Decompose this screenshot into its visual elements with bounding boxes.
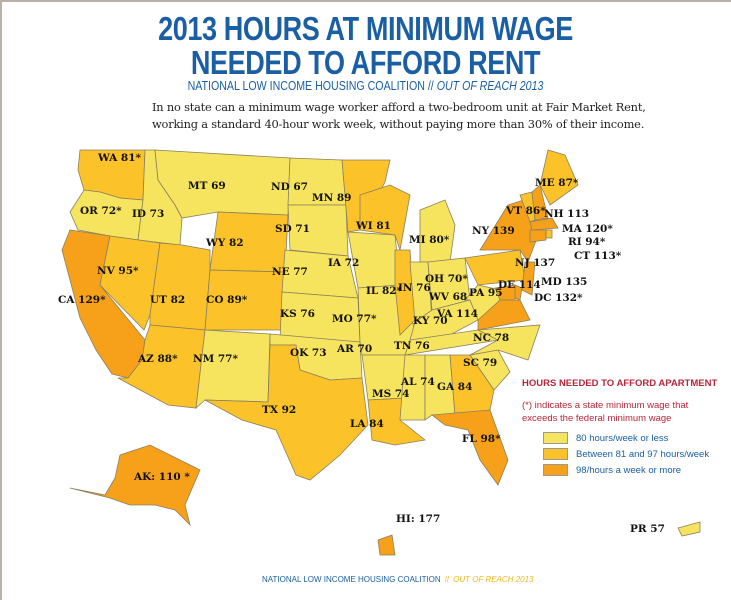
state-nh bbox=[531, 184, 549, 221]
legend-item-mid: Between 81 and 97 hours/week bbox=[543, 448, 709, 460]
state-label-az: AZ 88* bbox=[137, 353, 178, 365]
state-label-ok: OK 73 bbox=[290, 347, 327, 359]
state-pr bbox=[677, 521, 701, 537]
state-label-co: CO 89* bbox=[206, 294, 248, 306]
state-label-nj: NJ 137 bbox=[515, 257, 555, 269]
footer-org: NATIONAL LOW INCOME HOUSING COALITION bbox=[262, 575, 441, 584]
state-nj bbox=[521, 261, 536, 296]
legend-swatch-low bbox=[543, 432, 568, 444]
subtitle-publication: OUT OF REACH 2013 bbox=[436, 79, 544, 93]
state-label-ny: NY 139 bbox=[472, 225, 515, 237]
state-label-tn: TN 76 bbox=[394, 340, 430, 352]
state-ma bbox=[529, 217, 559, 231]
state-label-nm: NM 77* bbox=[193, 353, 238, 365]
state-label-me: ME 87* bbox=[535, 177, 579, 189]
state-tx bbox=[204, 344, 369, 481]
state-label-pr: PR 57 bbox=[630, 523, 665, 535]
state-label-sc: SC 79 bbox=[463, 357, 497, 369]
state-me bbox=[539, 149, 579, 206]
state-label-vt: VT 86* bbox=[505, 205, 546, 217]
state-ri bbox=[545, 229, 553, 239]
legend-note: (*) indicates a state minimum wage that … bbox=[522, 400, 689, 424]
intro-line-1: In no state can a minimum wage worker af… bbox=[152, 100, 646, 114]
state-label-mt: MT 69 bbox=[188, 180, 226, 192]
state-label-ma: MA 120* bbox=[562, 223, 613, 235]
page-title-line1: 2013 HOURS AT MINIMUM WAGE bbox=[158, 10, 573, 47]
state-label-ak: AK: 110 * bbox=[133, 471, 190, 483]
state-label-va: VA 114 bbox=[436, 308, 478, 320]
state-label-wa: WA 81* bbox=[97, 152, 142, 164]
state-label-la: LA 84 bbox=[350, 418, 384, 430]
legend-label-mid: Between 81 and 97 hours/week bbox=[576, 448, 710, 460]
state-label-nh: NH 113 bbox=[544, 208, 589, 220]
footer-separator: // bbox=[444, 575, 450, 584]
legend-title: HOURS NEEDED TO AFFORD APARTMENT bbox=[522, 378, 718, 389]
legend-label-high: 98/hours a week or more bbox=[576, 464, 682, 476]
state-il bbox=[394, 249, 416, 336]
state-label-ky: KY 70 bbox=[413, 315, 448, 327]
subtitle-org: NATIONAL LOW INCOME HOUSING COALITION // bbox=[187, 79, 434, 93]
subtitle: NATIONAL LOW INCOME HOUSING COALITION //… bbox=[55, 79, 676, 93]
legend-label-low: 80 hours/week or less bbox=[576, 432, 669, 444]
state-label-ut: UT 82 bbox=[150, 294, 185, 306]
state-label-ri: RI 94* bbox=[568, 236, 606, 248]
state-label-md: MD 135 bbox=[541, 276, 587, 288]
page-title-line2: NEEDED TO AFFORD RENT bbox=[190, 44, 541, 81]
intro-text: In no state can a minimum wage worker af… bbox=[152, 99, 712, 133]
state-md bbox=[494, 284, 516, 301]
state-label-in: IN 76 bbox=[398, 282, 431, 294]
legend-swatch-high bbox=[543, 464, 568, 476]
state-label-oh: OH 70* bbox=[425, 273, 468, 285]
state-label-nc: NC 78 bbox=[473, 332, 509, 344]
state-fl bbox=[430, 409, 509, 486]
legend-item-low: 80 hours/week or less bbox=[543, 432, 668, 444]
state-label-mi: MI 80* bbox=[409, 234, 450, 246]
legend-swatch-mid bbox=[543, 448, 568, 460]
state-label-hi: HI: 177 bbox=[396, 513, 440, 525]
state-ak bbox=[69, 444, 201, 527]
state-ut bbox=[149, 242, 211, 331]
state-label-ia: IA 72 bbox=[328, 257, 359, 269]
footer-credit: NATIONAL LOW INCOME HOUSING COALITION//O… bbox=[262, 575, 533, 584]
intro-line-2: working a standard 40-hour work week, wi… bbox=[152, 117, 645, 131]
state-label-ne: NE 77 bbox=[272, 266, 308, 278]
state-label-pa: PA 95 bbox=[469, 287, 503, 299]
state-label-il: IL 82* bbox=[366, 285, 403, 297]
state-label-de: DE 114 bbox=[498, 279, 541, 291]
state-label-id: ID 73 bbox=[132, 208, 164, 220]
state-label-wv: WV 68 bbox=[428, 291, 467, 303]
state-label-ct: CT 113* bbox=[574, 250, 622, 262]
state-hi bbox=[377, 534, 396, 556]
state-label-mo: MO 77* bbox=[332, 313, 377, 325]
state-nv bbox=[99, 235, 161, 331]
legend-item-high: 98/hours a week or more bbox=[543, 464, 681, 476]
state-label-wi: WI 81 bbox=[355, 220, 391, 232]
state-label-or: OR 72* bbox=[80, 205, 122, 217]
state-label-ks: KS 76 bbox=[280, 308, 315, 320]
state-label-wy: WY 82 bbox=[205, 237, 244, 249]
state-mi bbox=[419, 199, 456, 263]
state-label-ar: AR 70 bbox=[336, 343, 372, 355]
state-label-sd: SD 71 bbox=[275, 223, 310, 235]
state-label-ca: CA 129* bbox=[58, 294, 106, 306]
state-label-ga: GA 84 bbox=[437, 381, 472, 393]
state-label-nv: NV 95* bbox=[97, 265, 139, 277]
state-label-dc: DC 132* bbox=[534, 292, 583, 304]
state-label-mn: MN 89 bbox=[312, 192, 352, 204]
state-nc bbox=[469, 324, 541, 361]
state-label-fl: FL 98* bbox=[462, 433, 501, 445]
state-label-nd: ND 67 bbox=[271, 181, 308, 193]
state-nm bbox=[195, 329, 271, 409]
footer-publication: OUT OF REACH 2013 bbox=[453, 575, 534, 584]
state-label-al: AL 74 bbox=[400, 376, 435, 388]
state-label-ms: MS 74 bbox=[372, 388, 409, 400]
state-ct bbox=[529, 229, 547, 243]
state-ga bbox=[449, 354, 495, 416]
state-label-tx: TX 92 bbox=[262, 404, 296, 416]
